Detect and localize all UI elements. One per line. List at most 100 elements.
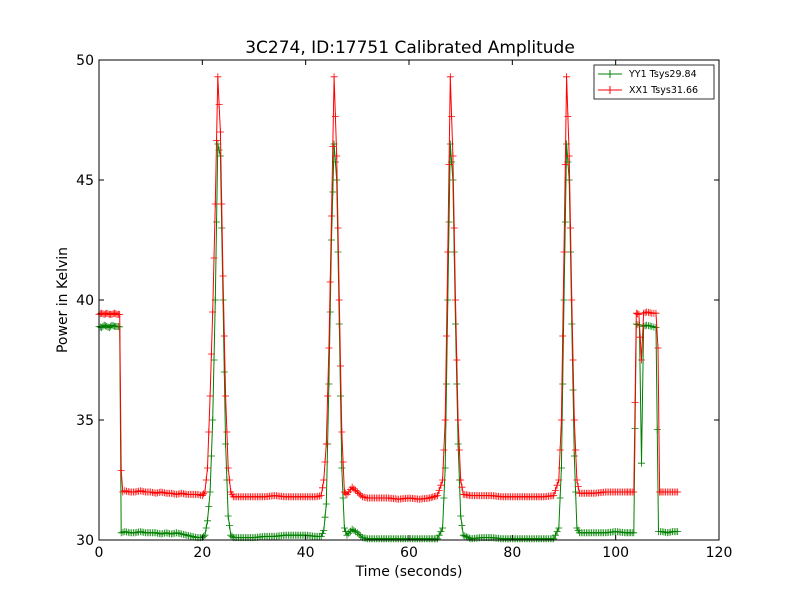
data-point-xx1 [206, 392, 214, 400]
legend: YY1 Tsys29.84 XX1 Tsys31.66 [593, 64, 715, 100]
data-point-xx1 [556, 446, 564, 454]
data-point-xx1 [566, 224, 574, 232]
data-point-yy1 [337, 392, 345, 400]
data-point-yy1 [209, 416, 217, 424]
data-point-xx1 [635, 310, 643, 318]
data-point-yy1 [204, 517, 211, 525]
data-point-xx1 [444, 248, 452, 256]
data-point-yy1 [459, 531, 467, 539]
data-point-xx1 [117, 466, 125, 474]
data-point-yy1 [550, 535, 558, 543]
data-point-yy1 [331, 158, 339, 166]
data-point-xx1 [218, 200, 226, 208]
data-point-yy1 [433, 535, 441, 543]
data-point-yy1 [228, 532, 236, 540]
data-point-xx1 [636, 333, 644, 341]
data-point-yy1 [329, 188, 337, 196]
data-point-yy1 [553, 528, 561, 536]
data-point-yy1 [213, 218, 221, 226]
data-point-xx1 [324, 392, 332, 400]
data-point-yy1 [222, 440, 230, 448]
data-point-xx1 [569, 356, 577, 364]
data-point-yy1 [437, 528, 445, 536]
data-point-xx1 [353, 488, 361, 496]
data-point-yy1 [653, 426, 661, 434]
data-point-xx1 [338, 428, 346, 436]
data-point-xx1 [445, 160, 453, 168]
data-point-yy1 [444, 296, 452, 304]
data-point-xx1 [224, 464, 232, 472]
data-point-yy1 [568, 320, 576, 328]
data-point-xx1 [330, 73, 338, 81]
data-point-xx1 [454, 416, 462, 424]
data-point-yy1 [340, 524, 348, 532]
data-point-yy1 [338, 464, 346, 472]
data-point-xx1 [207, 350, 215, 358]
x-tick-label: 0 [95, 545, 104, 561]
data-point-xx1 [553, 481, 561, 489]
data-point-xx1 [355, 490, 363, 498]
data-point-xx1 [560, 248, 568, 256]
data-point-xx1 [449, 152, 457, 160]
data-point-xx1 [440, 446, 448, 454]
data-point-yy1 [630, 529, 638, 537]
data-point-xx1 [565, 152, 573, 160]
data-point-xx1 [457, 476, 465, 484]
data-point-xx1 [333, 152, 341, 160]
data-point-xx1 [570, 416, 578, 424]
series-markers-xx1 [95, 73, 682, 503]
data-point-xx1 [441, 416, 449, 424]
data-point-yy1 [225, 522, 233, 530]
data-point-xx1 [219, 272, 227, 280]
data-point-xx1 [572, 446, 580, 454]
data-point-xx1 [564, 112, 572, 120]
data-point-yy1 [205, 502, 213, 510]
data-point-xx1 [551, 486, 559, 494]
data-point-yy1 [322, 500, 330, 508]
data-point-yy1 [321, 513, 329, 521]
series-layer [95, 73, 682, 543]
y-tick-label: 35 [76, 413, 94, 429]
data-point-xx1 [446, 73, 454, 81]
data-point-xx1 [634, 310, 642, 318]
data-point-xx1 [640, 309, 648, 317]
data-point-xx1 [450, 224, 458, 232]
data-point-xx1 [442, 332, 450, 340]
y-tick-label: 45 [76, 173, 94, 189]
data-point-yy1 [440, 494, 448, 502]
data-point-xx1 [322, 440, 330, 448]
data-point-xx1 [630, 488, 638, 496]
data-point-xx1 [342, 489, 350, 497]
data-point-xx1 [223, 428, 231, 436]
data-point-xx1 [335, 296, 343, 304]
y-axis-label: Power in Kelvin [55, 247, 71, 353]
data-point-xx1 [318, 484, 326, 492]
data-point-xx1 [561, 160, 569, 168]
data-point-xx1 [222, 392, 230, 400]
data-point-xx1 [348, 483, 356, 491]
data-point-yy1 [326, 308, 334, 316]
data-point-yy1 [439, 524, 447, 532]
data-point-yy1 [353, 529, 361, 537]
legend-label-xx1: XX1 Tsys31.66 [629, 85, 698, 96]
data-point-xx1 [427, 494, 435, 502]
data-point-xx1 [435, 486, 443, 494]
data-point-xx1 [325, 344, 333, 352]
data-point-xx1 [674, 488, 682, 496]
data-point-yy1 [560, 296, 568, 304]
y-tick-label: 40 [76, 293, 94, 309]
data-point-xx1 [458, 483, 466, 491]
data-point-yy1 [674, 528, 682, 536]
data-point-xx1 [317, 492, 325, 500]
data-point-xx1 [557, 416, 565, 424]
data-point-xx1 [334, 224, 342, 232]
data-point-xx1 [631, 399, 639, 407]
data-point-xx1 [573, 476, 581, 484]
data-point-xx1 [337, 362, 345, 370]
data-point-yy1 [551, 531, 559, 539]
x-tick-label: 40 [297, 545, 315, 561]
data-point-yy1 [207, 452, 215, 460]
data-point-yy1 [561, 218, 569, 226]
data-point-yy1 [435, 531, 443, 539]
data-point-yy1 [355, 530, 363, 538]
